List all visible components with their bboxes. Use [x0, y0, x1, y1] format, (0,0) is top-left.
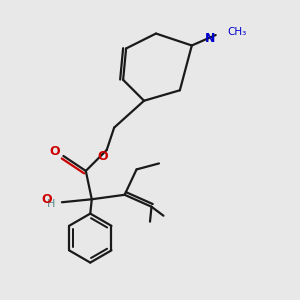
- Text: H: H: [47, 199, 55, 209]
- Text: CH₃: CH₃: [228, 27, 247, 37]
- Text: N: N: [205, 32, 215, 45]
- Text: O: O: [42, 193, 52, 206]
- Text: O: O: [50, 145, 60, 158]
- Text: O: O: [97, 150, 107, 163]
